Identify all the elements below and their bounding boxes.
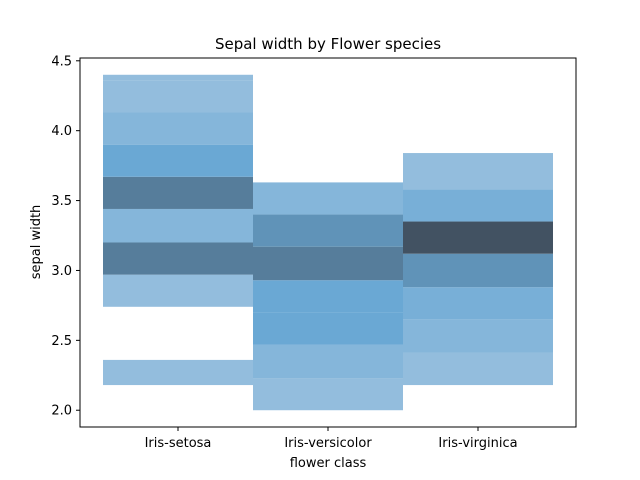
y-tick-label: 4.5 xyxy=(51,54,72,69)
y-tick-label: 3.0 xyxy=(51,264,72,279)
x-axis-title: flower class xyxy=(290,456,367,471)
heatmap-cell-iris-setosa-0 xyxy=(103,359,253,386)
y-tick-label: 3.5 xyxy=(51,194,72,209)
heatmap-cell-iris-virginica-2 xyxy=(403,287,553,320)
heatmap-cell-iris-versicolor-4 xyxy=(253,246,403,281)
heatmap-cell-iris-virginica-4 xyxy=(403,221,553,254)
chart-title: Sepal width by Flower species xyxy=(215,35,441,53)
heatmap-cell-iris-setosa-8 xyxy=(103,74,253,81)
heatmap-cell-iris-virginica-6 xyxy=(403,153,553,190)
heatmap-cell-iris-setosa-6 xyxy=(103,112,253,145)
y-axis: 2.0 2.5 3.0 3.5 4.0 4.5 xyxy=(51,54,80,419)
x-tick-label: Iris-setosa xyxy=(145,436,212,451)
heatmap-cell-iris-versicolor-5 xyxy=(253,214,403,247)
heatmap-cell-iris-versicolor-2 xyxy=(253,312,403,345)
heatmap-cell-iris-versicolor-3 xyxy=(253,280,403,313)
x-axis: Iris-setosa Iris-versicolor Iris-virginica xyxy=(145,427,518,451)
heatmap-cell-iris-virginica-3 xyxy=(403,253,553,288)
heatmap-cell-iris-setosa-4 xyxy=(103,176,253,209)
heatmap-cell-iris-virginica-5 xyxy=(403,189,553,222)
heatmap-cell-iris-virginica-0 xyxy=(403,352,553,386)
heatmap-cell-iris-setosa-1 xyxy=(103,274,253,307)
heatmap-cell-iris-setosa-3 xyxy=(103,208,253,243)
x-tick-label: Iris-virginica xyxy=(438,436,517,451)
y-tick-label: 2.0 xyxy=(51,404,72,419)
x-tick-label: Iris-versicolor xyxy=(284,436,372,451)
heatmap-cells xyxy=(103,74,553,411)
heatmap-cell-iris-setosa-2 xyxy=(103,242,253,275)
y-tick-label: 2.5 xyxy=(51,334,72,349)
heatmap-cell-iris-setosa-7 xyxy=(103,80,253,113)
heatmap-cell-iris-versicolor-6 xyxy=(253,182,403,215)
y-axis-title: sepal width xyxy=(29,205,44,280)
heatmap-cell-iris-virginica-1 xyxy=(403,319,553,353)
heatmap-cell-iris-versicolor-1 xyxy=(253,344,403,379)
y-tick-label: 4.0 xyxy=(51,124,72,139)
heatmap-cell-iris-versicolor-0 xyxy=(253,378,403,411)
heatmap-cell-iris-setosa-5 xyxy=(103,144,253,177)
